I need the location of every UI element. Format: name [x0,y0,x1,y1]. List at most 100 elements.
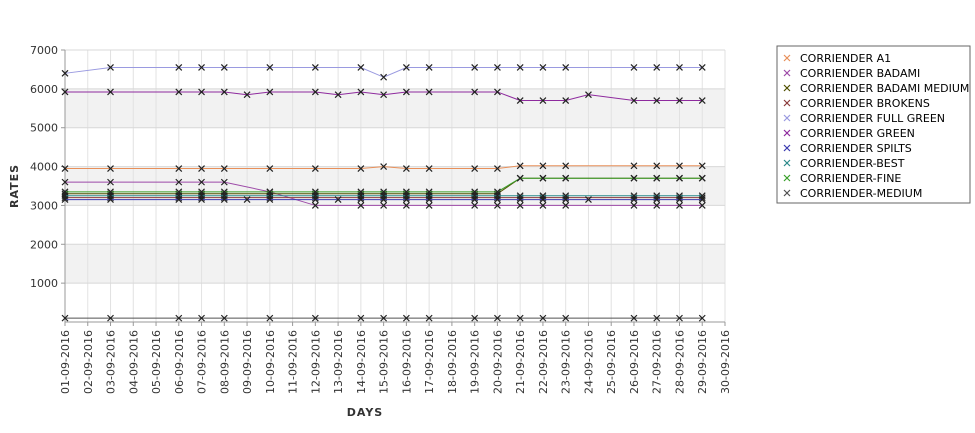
series-line [65,165,703,170]
legend-label: CORRIENDER FULL GREEN [800,112,945,125]
data-point [562,202,570,209]
plot-bands [65,50,725,322]
data-point [175,64,183,71]
data-point [311,88,319,96]
x-tick-label: 03-09-2016 [105,330,118,394]
x-tick-label: 18-09-2016 [446,330,459,394]
data-point [311,202,319,209]
legend-label: CORRIENDER GREEN [800,127,915,140]
x-tick-label: 30-09-2016 [719,330,732,394]
y-gridlines [65,49,725,284]
data-point [357,88,365,96]
data-point [630,202,638,209]
legend-marker [783,114,791,122]
data-point [334,91,342,99]
data-point [357,188,365,196]
data-point [676,202,683,209]
x-tick-label: 05-09-2016 [150,330,163,394]
data-point [516,162,524,170]
x-tick-label: 27-09-2016 [651,330,664,394]
y-tick-label: 3000 [30,199,58,212]
x-ticks: 01-09-2016 02-09-2016 03-09-2016 04-09-2016… [59,322,732,394]
data-point [539,64,547,71]
plot-band [65,283,725,322]
legend-marker [783,144,791,152]
data-point [175,165,183,172]
data-point [61,88,69,96]
x-tick-label: 28-09-2016 [673,330,686,394]
data-point [676,174,683,182]
x-tick-label: 19-09-2016 [469,330,482,394]
data-point [198,314,205,322]
data-point [630,64,638,71]
data-point [107,88,114,96]
x-tick-label: 29-09-2016 [696,330,709,394]
data-point [198,64,205,71]
data-point [311,188,319,196]
data-point [425,165,433,172]
data-point [585,196,592,204]
series-5 [61,64,706,81]
data-point [311,165,319,172]
legend-item: CORRIENDER-BEST [783,157,905,170]
data-point [698,174,706,182]
x-tick-label: 02-09-2016 [82,330,95,394]
data-point [630,162,638,170]
data-point [198,88,205,96]
data-point [266,88,274,96]
x-tick-label: 12-09-2016 [309,330,322,394]
data-point [357,165,365,172]
data-point [539,202,547,209]
data-point [676,314,683,322]
series-line [64,66,703,78]
data-point [493,88,501,96]
data-point [676,192,683,200]
legend-label: CORRIENDER-MEDIUM [800,187,922,200]
data-point [220,314,228,322]
data-point [107,178,114,186]
data-point [380,314,388,322]
plot-band [65,50,725,89]
data-point [630,174,638,182]
legend-label: CORRIENDER-FINE [800,172,901,185]
x-tick-label: 22-09-2016 [537,330,550,394]
x-tick-label: 11-09-2016 [287,330,300,394]
data-point [471,202,479,209]
series-group [61,64,706,322]
data-point [493,188,501,196]
data-point [471,64,479,71]
data-point [516,314,524,322]
data-point [220,88,228,96]
data-point [61,165,69,172]
data-point [266,64,274,71]
legend-marker [783,69,791,77]
x-axis-title: DAYS [347,406,383,419]
data-point [471,188,479,196]
legend-item: CORRIENDER BADAMI [783,67,920,80]
data-point [562,162,570,170]
x-tick-label: 23-09-2016 [560,330,573,394]
legend-label: CORRIENDER A1 [800,52,891,65]
series-10 [61,314,706,322]
data-point [380,73,388,81]
data-point [107,314,114,322]
x-tick-label: 15-09-2016 [378,330,391,394]
data-point [471,314,479,322]
data-point [61,69,69,77]
x-tick-label: 07-09-2016 [196,330,209,394]
data-point [562,314,570,322]
data-point [425,314,433,322]
data-point [402,188,410,196]
data-point [516,192,524,200]
legend-label: CORRIENDER SPILTS [800,142,912,155]
data-point [243,91,251,99]
plot-band [65,244,725,284]
legend-item: CORRIENDER-MEDIUM [783,187,922,200]
data-point [61,188,69,196]
x-tick-label: 10-09-2016 [264,330,277,394]
data-point [425,64,433,71]
data-point [539,97,547,104]
data-point [198,178,205,186]
data-point [266,314,274,322]
